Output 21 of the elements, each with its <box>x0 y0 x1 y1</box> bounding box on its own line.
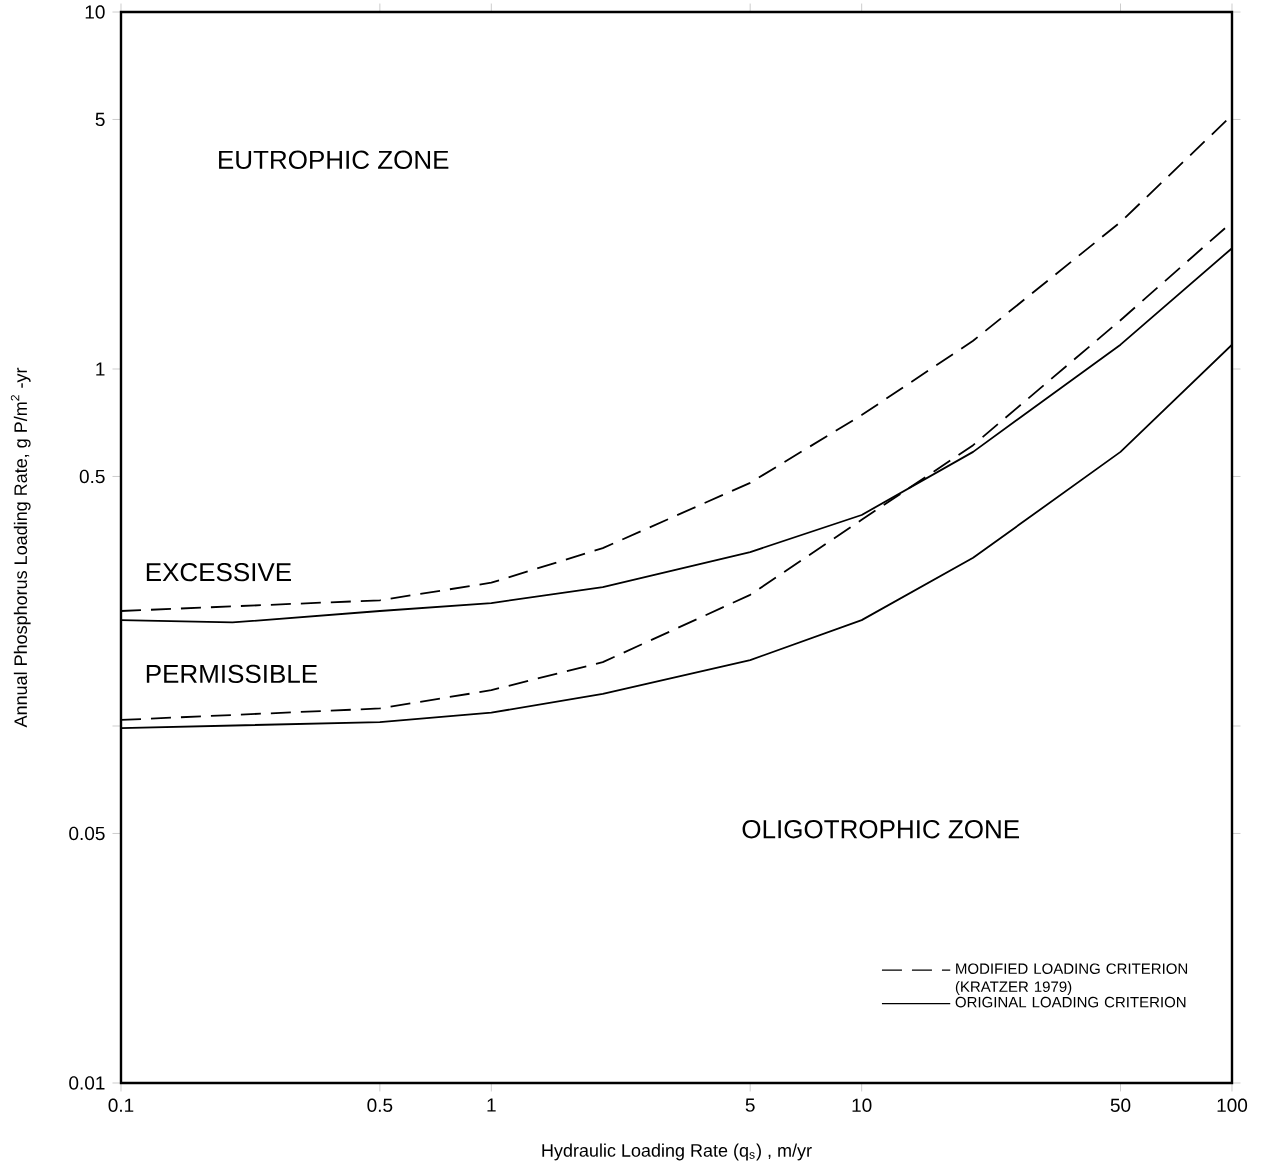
y-tick-label: 0.5 <box>79 469 105 484</box>
legend-label: MODIFIED LOADING CRITERION (KRATZER 1979) <box>955 963 1188 995</box>
y-tick-label: 1 <box>96 362 105 376</box>
x-tick-label: 0.1 <box>108 1098 134 1112</box>
annotation: PERMISSIBLE <box>146 664 317 684</box>
y-tick-label: 0.01 <box>69 1076 105 1090</box>
annotation: EXCESSIVE <box>146 562 291 582</box>
x-axis-title: Hydraulic Loading Rate (q$_{s}$) , m/yr <box>542 1143 812 1161</box>
x-tick-label: 0.5 <box>367 1098 393 1112</box>
y-tick-label: 0.05 <box>69 826 105 841</box>
x-tick-label: 5 <box>745 1098 755 1112</box>
y-tick-label: 10 <box>85 5 105 19</box>
annotation: OLIGOTROPHIC ZONE <box>742 819 1019 839</box>
legend-label: ORIGINAL LOADING CRITERION <box>955 996 1186 1008</box>
x-tick-label: 1 <box>487 1098 496 1112</box>
y-axis-title: Annual Phosphorus Loading Rate, g P/m$^{2}$ -yr <box>10 367 31 728</box>
x-tick-label: 10 <box>852 1098 872 1112</box>
y-tick-label: 5 <box>95 112 105 127</box>
x-tick-label: 50 <box>1110 1098 1131 1112</box>
x-tick-label: 100 <box>1217 1098 1248 1112</box>
annotation: EUTROPHIC ZONE <box>219 150 449 170</box>
